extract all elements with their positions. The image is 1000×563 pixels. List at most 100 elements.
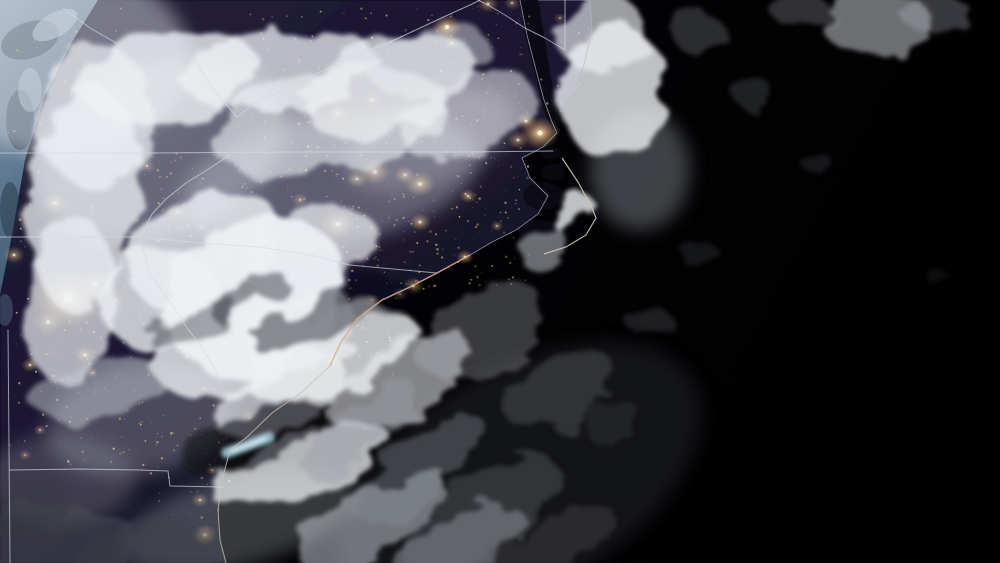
city-speckle	[445, 229, 447, 232]
city-speckle	[20, 334, 22, 336]
city-speckle	[496, 278, 498, 280]
city-speckle	[441, 248, 444, 251]
coastal-sound	[541, 147, 561, 159]
city-speckle	[508, 279, 510, 281]
coastal-sound	[523, 182, 563, 210]
city-core	[516, 138, 520, 142]
city-speckle	[458, 216, 461, 218]
coastal-sound	[541, 164, 565, 180]
city-speckle	[478, 10, 481, 12]
city-speckle	[35, 370, 38, 373]
city-speckle	[502, 231, 506, 235]
city-speckle	[435, 243, 438, 247]
city-speckle	[429, 268, 431, 271]
city-speckle	[539, 12, 541, 14]
city-speckle	[426, 240, 429, 243]
city-speckle	[413, 230, 417, 234]
city-core	[524, 119, 528, 123]
city-speckle	[157, 501, 159, 503]
city-speckle	[519, 23, 521, 25]
city-speckle	[517, 208, 520, 210]
city-speckle	[484, 281, 486, 282]
city-speckle	[487, 33, 490, 36]
cloud-puff	[372, 23, 488, 97]
city-speckle	[528, 15, 531, 18]
city-speckle	[286, 15, 288, 17]
city-speckle	[430, 14, 433, 17]
city-speckle	[521, 53, 523, 55]
city-speckle	[429, 230, 432, 233]
city-speckle	[505, 255, 508, 259]
city-speckle	[466, 219, 470, 223]
terminator-mottle	[0, 182, 20, 238]
cloud-puff	[249, 279, 411, 351]
city-speckle	[496, 13, 499, 15]
city-speckle	[416, 8, 419, 10]
city-speckle	[514, 202, 517, 205]
city-speckle	[474, 200, 476, 202]
city-speckle	[380, 249, 382, 251]
city-speckle	[485, 207, 487, 209]
terminator-mottle	[0, 294, 13, 326]
city-speckle	[434, 284, 437, 287]
city-speckle	[476, 275, 479, 279]
city-speckle	[24, 212, 27, 215]
city-speckle	[385, 14, 388, 17]
cloud-puff	[733, 81, 777, 109]
city-speckle	[300, 15, 303, 18]
city-speckle	[18, 218, 22, 222]
city-speckle	[397, 234, 399, 236]
city-speckle	[520, 15, 523, 18]
city-speckle	[525, 163, 527, 165]
city-speckle	[498, 164, 500, 166]
city-speckle	[476, 223, 479, 226]
city-speckle	[451, 208, 453, 210]
city-speckle	[410, 262, 412, 264]
city-speckle	[516, 175, 519, 178]
city-speckle	[469, 278, 471, 280]
city-speckle	[409, 250, 412, 253]
cloud-puff	[523, 230, 567, 270]
city-core	[537, 130, 543, 136]
city-speckle	[478, 197, 481, 200]
city-speckle	[518, 208, 520, 211]
lightning-layer	[221, 431, 275, 459]
state-border	[7, 329, 11, 563]
city-speckle	[24, 246, 26, 248]
state-border	[62, 7, 238, 118]
city-speckle	[512, 176, 515, 179]
city-speckle	[480, 185, 482, 188]
city-glow	[477, 0, 499, 13]
city-speckle	[19, 227, 22, 230]
state-border	[139, 236, 223, 386]
city-speckle	[419, 264, 421, 267]
coastline-virginia	[469, 0, 558, 256]
city-speckle	[17, 441, 19, 443]
city-speckle	[427, 285, 431, 288]
city-speckle	[370, 12, 373, 15]
city-speckle	[509, 165, 513, 168]
city-core	[418, 220, 422, 224]
city-speckle	[440, 256, 444, 259]
city-speckle	[476, 201, 478, 203]
city-speckle	[373, 257, 376, 260]
city-speckle	[319, 10, 322, 13]
city-speckle	[526, 165, 530, 168]
city-speckle	[13, 394, 15, 396]
city-speckle	[519, 47, 521, 49]
city-speckle	[503, 164, 505, 165]
city-speckle	[376, 264, 379, 267]
state-border	[139, 236, 438, 274]
city-speckle	[377, 259, 380, 261]
city-speckle	[457, 246, 460, 249]
city-speckle	[453, 254, 455, 256]
delmarva-outline	[538, 0, 593, 113]
city-speckle	[123, 342, 126, 345]
cloud-puff	[799, 150, 831, 170]
city-speckle	[471, 207, 473, 209]
city-speckle	[356, 31, 359, 34]
cloud-puff	[75, 517, 225, 563]
city-speckle	[402, 239, 405, 241]
